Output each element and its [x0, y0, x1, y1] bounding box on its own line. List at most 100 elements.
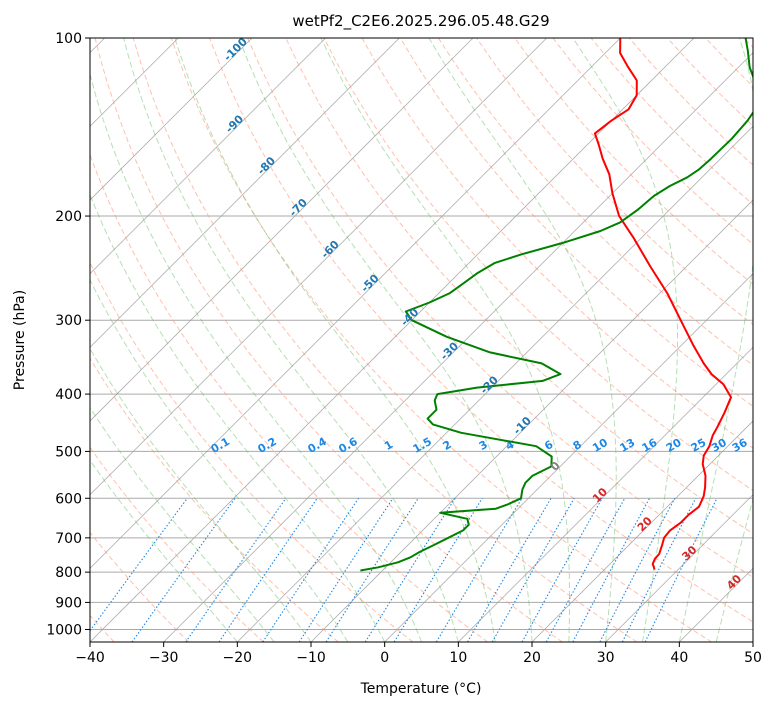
isotherm-label: -10	[511, 414, 534, 437]
moist-adiabat	[123, 38, 459, 642]
isotherm-label: -40	[398, 305, 421, 328]
mixing-ratio-line	[90, 497, 188, 632]
mixing-ratio-label: 1	[382, 438, 395, 453]
skew-isotherm	[752, 641, 753, 642]
dry-adiabat	[90, 531, 190, 642]
y-tick-label: 100	[55, 31, 82, 47]
temperature-line	[593, 38, 732, 570]
mixing-ratio-line	[644, 498, 718, 642]
y-tick-label: 600	[55, 491, 82, 507]
isotherm-label: 20	[635, 514, 655, 534]
axis-ticks: −40 −30 −20 −10 0 10 20 30 40 50 100 200 300 400 500 60…	[46, 31, 762, 666]
dry-adiabat	[247, 38, 753, 578]
dry-adiabat	[90, 446, 264, 642]
skew-isotherm	[90, 38, 326, 275]
mixing-ratio-label: 10	[590, 436, 610, 455]
moist-adiabat	[90, 193, 386, 642]
mixing-ratio-line	[185, 497, 287, 642]
dry-adiabat	[399, 38, 753, 408]
dry-adiabat	[209, 38, 753, 623]
mixing-ratio-label: 16	[640, 436, 660, 455]
dry-adiabat	[90, 357, 339, 642]
skew-isotherm	[605, 494, 753, 642]
mixing-ratio-label: 0.1	[209, 435, 232, 456]
dry-adiabat	[132, 38, 638, 642]
y-tick-label: 1000	[46, 622, 82, 638]
mixing-ratio-line	[521, 498, 603, 642]
moist-adiabat	[238, 38, 533, 642]
profile-lines	[360, 38, 753, 572]
y-tick-label: 400	[55, 387, 82, 403]
skew-isotherm	[90, 38, 400, 348]
moist-adiabat	[428, 38, 617, 642]
y-tick-label: 300	[55, 313, 82, 329]
y-tick-label: 800	[55, 565, 82, 581]
mixing-ratio-line	[621, 498, 697, 642]
isotherm-label: -90	[223, 112, 246, 135]
dry-adiabat	[437, 38, 753, 366]
x-tick-label: 10	[449, 650, 467, 666]
moist-adiabat	[678, 38, 753, 642]
skew-isotherm	[384, 273, 753, 642]
mixing-ratio-line	[325, 498, 419, 642]
chart-title: wetPf2_C2E6.2025.296.05.48.G29	[292, 12, 549, 31]
mixing-ratio-label: 36	[730, 436, 750, 455]
grid-lines	[90, 38, 753, 642]
mixing-ratio-line	[599, 498, 676, 642]
mixing-ratio-label: 2	[441, 438, 454, 453]
moist-adiabat	[572, 38, 678, 642]
skew-isotherm	[90, 38, 547, 496]
mixing-ratio-line	[545, 498, 626, 642]
skew-isotherm	[90, 38, 695, 642]
isotherm-label: -100	[221, 35, 250, 64]
skew-isotherm	[90, 38, 253, 201]
skew-isotherm	[237, 125, 753, 642]
moist-adiabat	[90, 278, 349, 642]
mixing-ratio-label: 8	[571, 438, 584, 453]
skew-isotherm	[458, 346, 753, 642]
mixing-ratio-line	[393, 498, 483, 642]
x-tick-label: 20	[523, 650, 541, 666]
moist-adiabat	[320, 38, 570, 642]
x-tick-label: 30	[597, 650, 615, 666]
isotherm-label: 10	[590, 485, 610, 505]
isotherm-label: -60	[319, 238, 342, 261]
mixing-ratio-line	[435, 498, 523, 642]
isotherm-label: -30	[438, 339, 461, 362]
y-tick-label: 900	[55, 595, 82, 611]
x-tick-label: 0	[380, 650, 389, 666]
moist-adiabat	[174, 38, 496, 642]
mixing-ratio-line	[491, 498, 575, 642]
dry-adiabat	[170, 38, 712, 642]
mixing-ratio-line	[298, 497, 394, 642]
x-tick-label: −40	[75, 650, 105, 666]
skew-isotherm	[90, 38, 474, 422]
moist-adiabat	[90, 459, 238, 642]
dry-adiabat	[90, 153, 488, 642]
isotherm-label: 40	[724, 572, 744, 592]
skew-isotherm	[90, 38, 621, 569]
y-tick-label: 500	[55, 444, 82, 460]
dry-adiabat	[323, 38, 753, 492]
mixing-ratio-line	[218, 497, 318, 642]
mixing-ratio-label: 0.6	[336, 435, 360, 456]
mixing-ratio-label: 13	[618, 436, 638, 455]
moist-adiabat	[90, 72, 422, 642]
mixing-ratio-line	[467, 498, 552, 642]
mixing-ratio-label: 0.4	[306, 435, 330, 456]
dry-adiabat	[514, 38, 753, 285]
x-tick-label: −20	[223, 650, 253, 666]
y-tick-label: 700	[55, 531, 82, 547]
mixing-ratio-line	[364, 498, 456, 642]
x-tick-label: 40	[670, 650, 688, 666]
plot-frame	[89, 37, 754, 643]
moist-adiabat	[90, 347, 312, 642]
moist-adiabat	[715, 497, 753, 642]
skew-isotherm	[531, 420, 753, 642]
moist-adiabat	[90, 406, 275, 642]
dewpoint-line	[360, 38, 753, 572]
mixing-ratio-line	[572, 498, 651, 642]
dry-adiabat	[285, 38, 753, 535]
isotherm-label: -50	[358, 272, 381, 295]
